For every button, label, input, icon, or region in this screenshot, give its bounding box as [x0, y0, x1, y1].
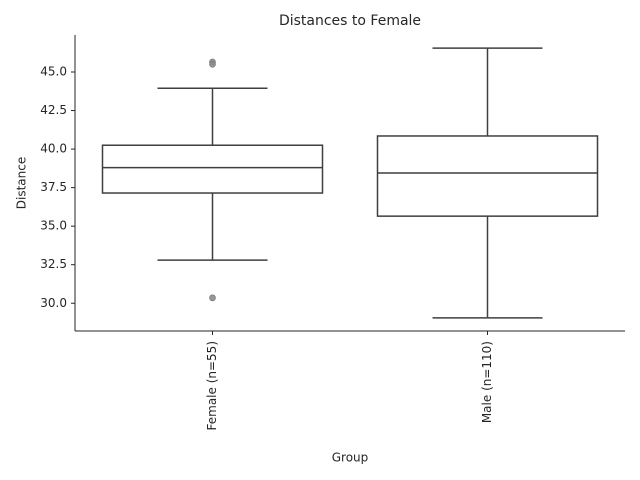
box	[101, 144, 324, 194]
y-tick-label: 30.0	[40, 296, 67, 310]
y-tick-label: 40.0	[40, 142, 67, 156]
x-tick-label: Female (n=55)	[205, 341, 219, 431]
y-tick-label: 42.5	[40, 103, 67, 117]
outlier	[209, 294, 216, 302]
chart-title: Distances to Female	[279, 13, 421, 29]
x-axis-label: Group	[332, 451, 369, 465]
outlier	[209, 60, 216, 68]
y-tick-label: 45.0	[40, 65, 67, 79]
y-tick-label: 37.5	[40, 180, 67, 194]
box	[376, 135, 599, 217]
y-axis-label: Distance	[15, 157, 29, 209]
y-tick-label: 35.0	[40, 219, 67, 233]
x-tick-label: Male (n=110)	[480, 341, 494, 423]
y-tick-label: 32.5	[40, 257, 67, 271]
